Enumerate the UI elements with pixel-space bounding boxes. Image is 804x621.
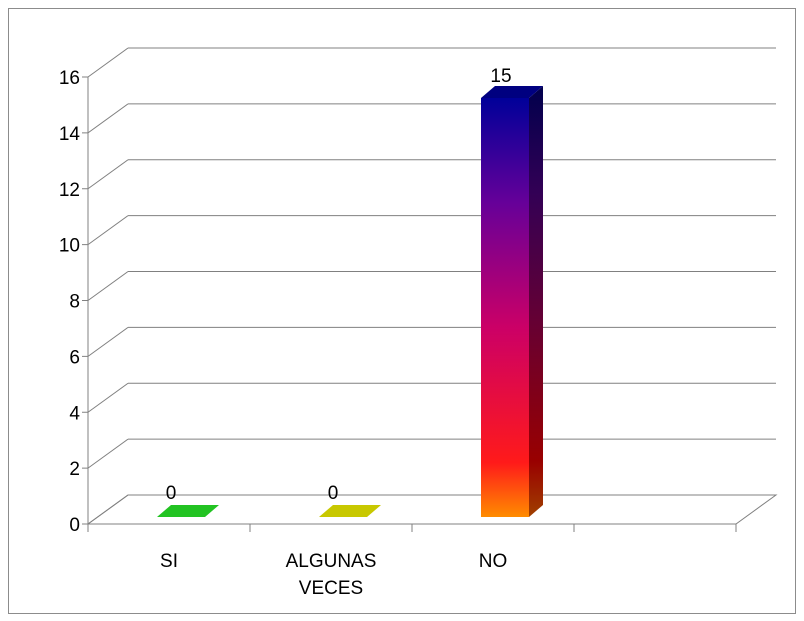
bar-flat-top — [157, 505, 219, 517]
floor-plane — [86, 494, 778, 525]
gridline-diagonal — [87, 271, 129, 301]
y-tick-label: 12 — [59, 180, 80, 201]
bar-no — [481, 85, 543, 517]
x-category-label: ALGUNAS — [286, 551, 377, 572]
x-category-label: VECES — [299, 578, 363, 599]
gridline-diagonal — [87, 103, 129, 134]
labels: 0 2 4 6 8 10 12 14 16 0 SI 0 ALGUNAS VECES 15 NO — [59, 66, 512, 599]
bar-front-face — [481, 97, 529, 517]
y-tick-label: 14 — [59, 124, 81, 145]
gridline-diagonal — [87, 326, 129, 357]
y-tick-label: 16 — [59, 68, 80, 89]
gridline-diagonal — [87, 47, 129, 78]
gridline-diagonal — [87, 215, 129, 246]
axes — [82, 76, 778, 532]
x-category-label: NO — [479, 551, 508, 572]
bar-si — [157, 505, 219, 517]
y-tick-label: 8 — [69, 292, 80, 313]
y-tick-label: 6 — [69, 347, 80, 368]
y-tick-label: 10 — [59, 236, 80, 257]
y-tick-label: 0 — [69, 515, 80, 536]
data-label: 0 — [166, 483, 177, 504]
chart-frame — [8, 8, 796, 614]
gridline-diagonal — [87, 382, 129, 413]
bars — [157, 85, 543, 517]
bar-algunas-veces — [319, 505, 381, 517]
gridline-diagonal — [87, 159, 129, 190]
bar-top-face — [481, 85, 543, 98]
y-tick-label: 2 — [69, 459, 80, 480]
data-label: 15 — [490, 66, 511, 87]
gridline-diagonal — [87, 438, 129, 469]
y-tick-label: 4 — [69, 403, 80, 424]
bar-side-face — [529, 85, 543, 517]
gridlines — [87, 47, 776, 525]
bar-flat-top — [319, 505, 381, 517]
data-label: 0 — [328, 483, 339, 504]
x-category-label: SI — [160, 551, 178, 572]
